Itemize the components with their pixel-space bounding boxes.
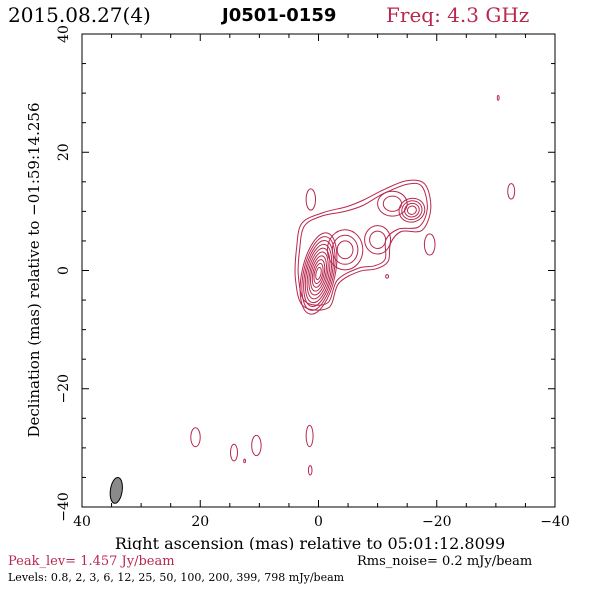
x-tick-label: 40 [73,514,91,530]
contour-blob-low-dot [243,458,247,464]
contour-blob-far-right [507,183,516,200]
contour-knot-1-ring-3 [336,240,354,260]
contour-blob-low-5 [307,465,313,476]
contour-knot-2-ring-1 [364,225,392,255]
contour-blob-low-4 [305,424,314,448]
contour-blob-dot-2 [496,95,500,101]
contour-core-ring-3 [303,240,334,307]
contour-core-ring-1 [299,232,338,315]
contour-levels: Levels: 0.8, 2, 3, 6, 12, 25, 50, 100, 2… [8,571,345,584]
rms-noise: Rms_noise= 0.2 mJy/beam [357,554,533,569]
contour-knot-2-ring-2 [369,230,387,250]
contour-core-ring-5 [306,247,331,300]
contour-knot-3-ring-3 [404,202,420,218]
contour-blob-low-3 [251,434,262,457]
contour-core-ring-2 [301,236,336,311]
beam-layer [109,477,123,504]
contour-core-ring-9 [313,262,324,285]
contour-blob-upper-left [305,188,316,211]
contour-knot-3-ring-4 [406,205,417,215]
contour-knot-3-ring-2 [401,200,423,221]
plot-frame [81,33,556,508]
beam-ellipse [109,477,123,504]
contour-knot-4-ring-2 [382,195,402,212]
y-tick-label: 20 [56,143,72,161]
header: 2015.08.27(4) J0501-0159 Freq: 4.3 GHz [0,0,590,32]
contour-core-ring-7 [310,255,327,292]
x-tick-label: 20 [191,514,209,530]
contour-core-ring-10 [315,266,322,281]
contour-core-ring-6 [308,251,329,296]
contour-blob-low-2 [230,443,238,462]
contour-map: 40 20 0 −20 −40 −40 −20 0 20 40 Right ascension (… [25,25,570,550]
contour-blob-low-1 [190,427,201,448]
y-tick-label: −20 [56,374,72,404]
tick-layer: 40 20 0 −20 −40 −40 −20 0 20 40 [56,25,570,530]
x-axis-label: Right ascension (mas) relative to 05:01:… [115,534,505,550]
contour-knot-1-ring-1 [326,229,364,271]
y-tick-label: −40 [56,492,72,522]
contour-jet-outer-1 [294,179,432,311]
contour-jet-outer-2 [297,182,428,306]
contour-knot-1-ring-2 [331,234,359,265]
contour-core-ring-4 [304,243,333,304]
x-tick-label: 0 [314,514,323,530]
contour-blob-right-1 [423,233,436,256]
contour-core-ring-8 [311,259,326,288]
x-tick-label: −40 [540,514,570,530]
x-tick-label: −20 [422,514,452,530]
y-tick-label: 0 [56,266,72,275]
y-tick-label: 40 [56,25,72,43]
contour-knot-4-ring-1 [377,190,408,217]
observation-date: 2015.08.27(4) [8,3,151,27]
contour-blob-dot-1 [385,274,390,279]
contour-layer [190,95,516,476]
y-axis-label: Declination (mas) relative to −01:59:14.… [25,102,43,437]
frequency-label: Freq: 4.3 GHz [386,3,530,27]
source-name: J0501-0159 [222,5,337,26]
peak-level: Peak_lev= 1.457 Jy/beam [8,554,175,569]
